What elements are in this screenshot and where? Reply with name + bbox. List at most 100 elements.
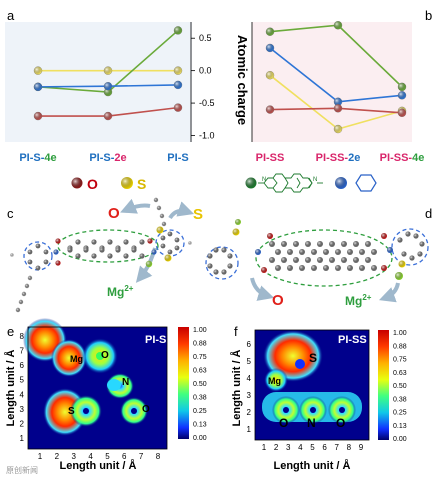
colorbar-f-ticks: 1.00 0.88 0.75 0.63 0.50 0.38 0.25 0.13 0.00 (393, 330, 407, 443)
y-tick-label-0: 0.5 (199, 33, 212, 43)
c-tail-1-shine (24, 283, 30, 289)
x-tick-f-0: 1 (262, 443, 267, 452)
data-point-shine-a-0-0 (34, 66, 42, 75)
c-carbon-5-shine (107, 239, 113, 245)
c-carbon-7-shine (123, 239, 129, 245)
y-tick-e-2: 3 (20, 405, 25, 414)
d-ring-right-0-shine (397, 237, 403, 243)
x-tick-e-2: 3 (71, 452, 76, 461)
heatmap-e-contours (23, 318, 148, 436)
legend-row: O S N N (71, 173, 377, 193)
d-o-1-shine (267, 233, 273, 239)
y-tick-f-2: 3 (247, 391, 252, 400)
x-tick-f-5: 6 (322, 443, 327, 452)
c-o-1-shine (55, 238, 61, 244)
d-ring-right-3-shine (419, 241, 425, 247)
colorbar-label-f-8: 0.00 (393, 436, 407, 443)
category-label-b-0: PI-SS (256, 152, 285, 164)
c-ring-right-4-shine (167, 249, 173, 255)
c-tail-0-shine (27, 275, 33, 281)
legend-n-right: N (313, 177, 317, 183)
categories-a: PI-S-4e PI-S-2e PI-S (19, 152, 188, 164)
y-tick-e-4: 5 (20, 376, 25, 385)
c-carbon-18-shine (131, 247, 137, 253)
d-carbon-35-shine (371, 265, 377, 271)
x-tick-e-7: 8 (156, 452, 161, 461)
legend-c-ball-shine (335, 177, 347, 189)
c-carbon-12-shine (83, 247, 89, 253)
data-point-shine-a-2-2 (174, 80, 182, 89)
y-tick-e-3: 4 (20, 390, 25, 399)
colorbar-label-f-5: 0.38 (393, 396, 407, 403)
data-point-shine-b-0-0 (266, 27, 274, 36)
d-o-3-shine (381, 233, 387, 239)
c-ring-right-0-shine (160, 235, 166, 241)
d-blue-dashed-ring-left (205, 246, 239, 280)
d-blue-dashed-ring-right (391, 228, 429, 266)
d-carbon-20-shine (293, 257, 299, 263)
d-o-4-shine (381, 265, 387, 271)
c-s-2-shine (164, 254, 172, 262)
y-tick-e-6: 7 (20, 347, 25, 356)
c-o-3-shine (147, 238, 153, 244)
panel-label-d: d (425, 206, 432, 221)
c-o-label: O (108, 205, 120, 222)
legend-benzene-icon (355, 174, 377, 192)
c-ring-left-0-shine (27, 249, 33, 255)
x-tick-f-4: 5 (310, 443, 315, 452)
atom-label-e-mg: Mg (70, 354, 83, 364)
c-carbon-11-shine (75, 253, 81, 259)
y-tick-f-0: 1 (247, 425, 252, 434)
legend-s-ball-shine (121, 177, 133, 189)
y-ticks-a: 0.5 0.0 -0.5 -1.0 (191, 33, 215, 141)
legend-o-label: O (87, 176, 98, 192)
c-ring-left-5-shine (27, 259, 33, 265)
colorbar-label-e-5: 0.38 (193, 395, 207, 402)
d-n-2-shine (387, 247, 393, 253)
d-carbon-14-shine (335, 249, 341, 255)
data-point-shine-b-2-0 (266, 71, 274, 80)
panel-label-a: a (7, 8, 15, 23)
heatmap-e-ylabel: Length unit / Å (4, 349, 17, 426)
c-ring-left-3-shine (43, 259, 49, 265)
y-tick-e-5: 6 (20, 361, 25, 370)
d-carbon-24-shine (341, 257, 347, 263)
d-carbon-4-shine (317, 241, 323, 247)
arrow-to-s (168, 201, 195, 220)
atom-label-e-o2: O (142, 404, 150, 415)
x-tick-e-4: 5 (105, 452, 110, 461)
data-point-shine-a-3-1 (104, 112, 112, 121)
d-ring-left-5-shine (221, 269, 227, 275)
d-carbon-12-shine (311, 249, 317, 255)
y-tick-f-5: 6 (247, 340, 252, 349)
c-carbon-13-shine (91, 253, 97, 259)
x-tick-f-8: 9 (359, 443, 364, 452)
category-label-a-2: PI-S (167, 152, 188, 164)
d-ring-left-2-shine (221, 247, 227, 253)
d-green-dashed-ring (255, 229, 393, 287)
atom-label-f-s: S (309, 351, 317, 365)
c-carbon-15-shine (107, 253, 113, 259)
d-ring-right-2-shine (413, 233, 419, 239)
heatmap-f-title: PI-SS (338, 334, 367, 346)
data-point-shine-a-3-0 (34, 112, 42, 121)
d-s-1-shine (232, 228, 240, 236)
c-n-1-shine (53, 249, 59, 255)
c-top-2-shine (159, 213, 165, 219)
colorbar-label-e-1: 0.88 (193, 341, 207, 348)
colorbar-label-f-0: 1.00 (393, 330, 407, 337)
c-top-1-shine (156, 205, 162, 211)
arrow-to-o (120, 198, 151, 214)
x-tick-e-3: 4 (88, 452, 93, 461)
atom-label-e-s: S (68, 406, 75, 417)
colorbar-label-f-7: 0.13 (393, 423, 407, 430)
plot-a (33, 26, 183, 121)
d-carbon-0-shine (269, 241, 275, 247)
x-tick-e-1: 2 (55, 452, 60, 461)
d-carbon-23-shine (329, 257, 335, 263)
data-point-shine-a-0-1 (104, 66, 112, 75)
c-carbon-16-shine (115, 247, 121, 253)
d-carbon-13-shine (323, 249, 329, 255)
d-carbon-6-shine (341, 241, 347, 247)
colorbar-label-f-6: 0.25 (393, 410, 407, 417)
